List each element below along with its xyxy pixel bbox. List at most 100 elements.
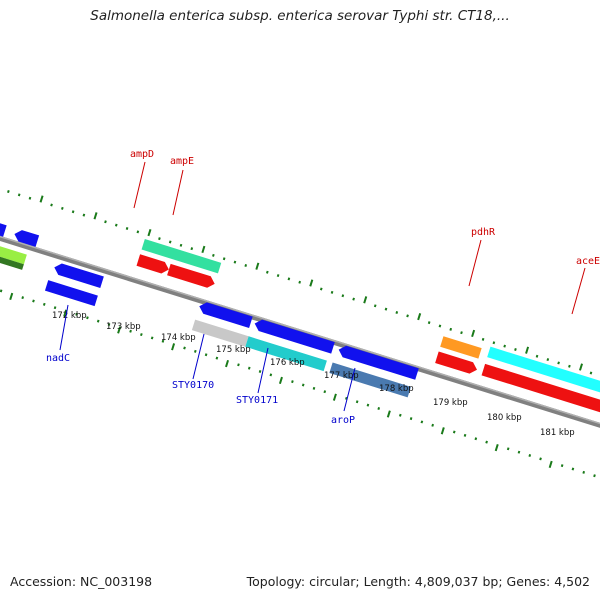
gene-ampD-arrow[interactable] — [136, 254, 171, 275]
minor-tick — [71, 210, 75, 214]
minor-tick — [114, 223, 118, 227]
minor-tick — [136, 230, 140, 234]
scale-label: 172 kbp — [52, 311, 87, 321]
minor-tick — [409, 417, 413, 421]
minor-tick — [222, 257, 226, 261]
scale-labels: 172 kbp 173 kbp 174 kbp 175 kbp 176 kbp … — [52, 311, 575, 438]
minor-tick — [161, 339, 165, 343]
gene-label-ampD[interactable]: ampD — [130, 149, 154, 160]
gene-nadC-arrow[interactable] — [53, 262, 104, 288]
minor-tick — [298, 280, 302, 284]
scale-label: 178 kbp — [379, 384, 414, 394]
genome-summary-text: Topology: circular; Length: 4,809,037 bp… — [246, 574, 590, 589]
minor-tick — [158, 237, 161, 241]
major-tick — [9, 292, 14, 301]
minor-tick — [506, 447, 510, 451]
major-tick — [525, 346, 530, 354]
minor-tick — [377, 407, 381, 410]
gene-label-aroP[interactable]: aroP — [331, 415, 355, 426]
gene-STY0170-arrow[interactable] — [198, 301, 253, 329]
gene-upstream-arrow-2[interactable] — [13, 228, 40, 247]
major-tick — [386, 410, 391, 418]
minor-tick — [452, 430, 456, 434]
minor-tick — [244, 263, 248, 267]
minor-tick — [481, 337, 485, 341]
gene-aceE-arrow[interactable] — [481, 363, 600, 417]
minor-tick — [384, 307, 388, 311]
minor-tick — [420, 420, 424, 424]
ampD-leader-line — [133, 161, 146, 209]
scale-label: 175 kbp — [216, 345, 251, 355]
minor-tick — [75, 312, 78, 316]
minor-tick — [593, 474, 596, 478]
major-tick — [440, 427, 445, 435]
gene-label-aceE[interactable]: aceE — [576, 256, 600, 267]
accession-text: Accession: NC_003198 — [10, 574, 153, 589]
page-title: Salmonella enterica subsp. enterica sero… — [90, 8, 510, 24]
minor-tick — [140, 333, 143, 337]
reverse-gene-labels: nadC STY0170 STY0171 aroP — [46, 304, 356, 426]
minor-tick — [463, 433, 467, 437]
minor-tick — [96, 319, 100, 323]
minor-tick — [21, 296, 25, 300]
minor-tick — [86, 316, 89, 320]
nadC-leader-line — [59, 304, 69, 351]
genome-track — [0, 190, 600, 478]
minor-tick — [460, 331, 463, 335]
scale-label: 177 kbp — [324, 371, 359, 381]
gene-green-feature-bar[interactable] — [0, 236, 27, 265]
gene-aroP-arrow[interactable] — [337, 344, 419, 380]
minor-tick — [32, 299, 35, 303]
minor-tick — [204, 353, 208, 357]
minor-tick — [438, 324, 442, 328]
gene-STY0170-feature-bar[interactable] — [191, 319, 249, 347]
major-tick — [332, 393, 337, 401]
minor-tick — [341, 294, 345, 298]
STY0170-leader-line — [192, 333, 205, 380]
gene-label-ampE[interactable]: ampE — [170, 156, 194, 167]
minor-tick — [474, 437, 478, 441]
minor-tick — [355, 400, 359, 404]
gene-label-STY0171[interactable]: STY0171 — [236, 395, 278, 406]
genome-backbone-highlight — [0, 224, 600, 440]
gene-label-pdhR[interactable]: pdhR — [471, 227, 496, 238]
gene-upstream-arrow-1[interactable] — [0, 216, 7, 237]
gene-nadC-feature-bar[interactable] — [44, 280, 98, 307]
minor-tick — [183, 346, 186, 350]
scale-label: 179 kbp — [433, 398, 468, 408]
minor-tick — [215, 356, 219, 360]
minor-tick — [485, 440, 488, 444]
minor-tick — [449, 327, 453, 331]
minor-tick — [53, 306, 57, 310]
gene-STY0171-arrow[interactable] — [253, 318, 335, 354]
minor-tick — [352, 297, 355, 301]
major-tick — [471, 329, 476, 338]
aroP-leader-line — [343, 367, 356, 412]
gene-STY0171-feature-bar[interactable] — [245, 336, 327, 372]
minor-tick — [287, 277, 291, 281]
minor-tick — [237, 363, 240, 367]
minor-tick — [568, 364, 571, 368]
gene-label-nadC[interactable]: nadC — [46, 353, 70, 364]
gene-aroP-feature-bar[interactable] — [329, 362, 411, 398]
gene-ampE-arrow[interactable] — [167, 263, 216, 290]
gene-label-STY0170[interactable]: STY0170 — [172, 380, 214, 391]
gene-ampD-feature-bar[interactable] — [141, 239, 222, 274]
minor-tick — [50, 203, 53, 207]
minor-tick — [557, 361, 560, 365]
minor-tick — [571, 467, 575, 471]
minor-tick — [82, 213, 86, 217]
minor-tick — [17, 193, 21, 197]
minor-tick — [366, 403, 370, 407]
minor-tick — [431, 423, 434, 427]
minor-tick — [129, 329, 132, 333]
gene-aceE-feature-bar[interactable] — [487, 346, 600, 399]
scale-label: 174 kbp — [161, 333, 196, 343]
gene-pdhR-arrow[interactable] — [435, 351, 479, 375]
gene-green-feature-bar-shadow[interactable] — [0, 246, 24, 270]
minor-tick — [589, 371, 593, 375]
minor-tick — [398, 413, 402, 417]
major-tick — [63, 309, 68, 317]
reverse-strand-genes — [0, 236, 419, 398]
gene-pdhR-feature-bar[interactable] — [440, 336, 482, 359]
